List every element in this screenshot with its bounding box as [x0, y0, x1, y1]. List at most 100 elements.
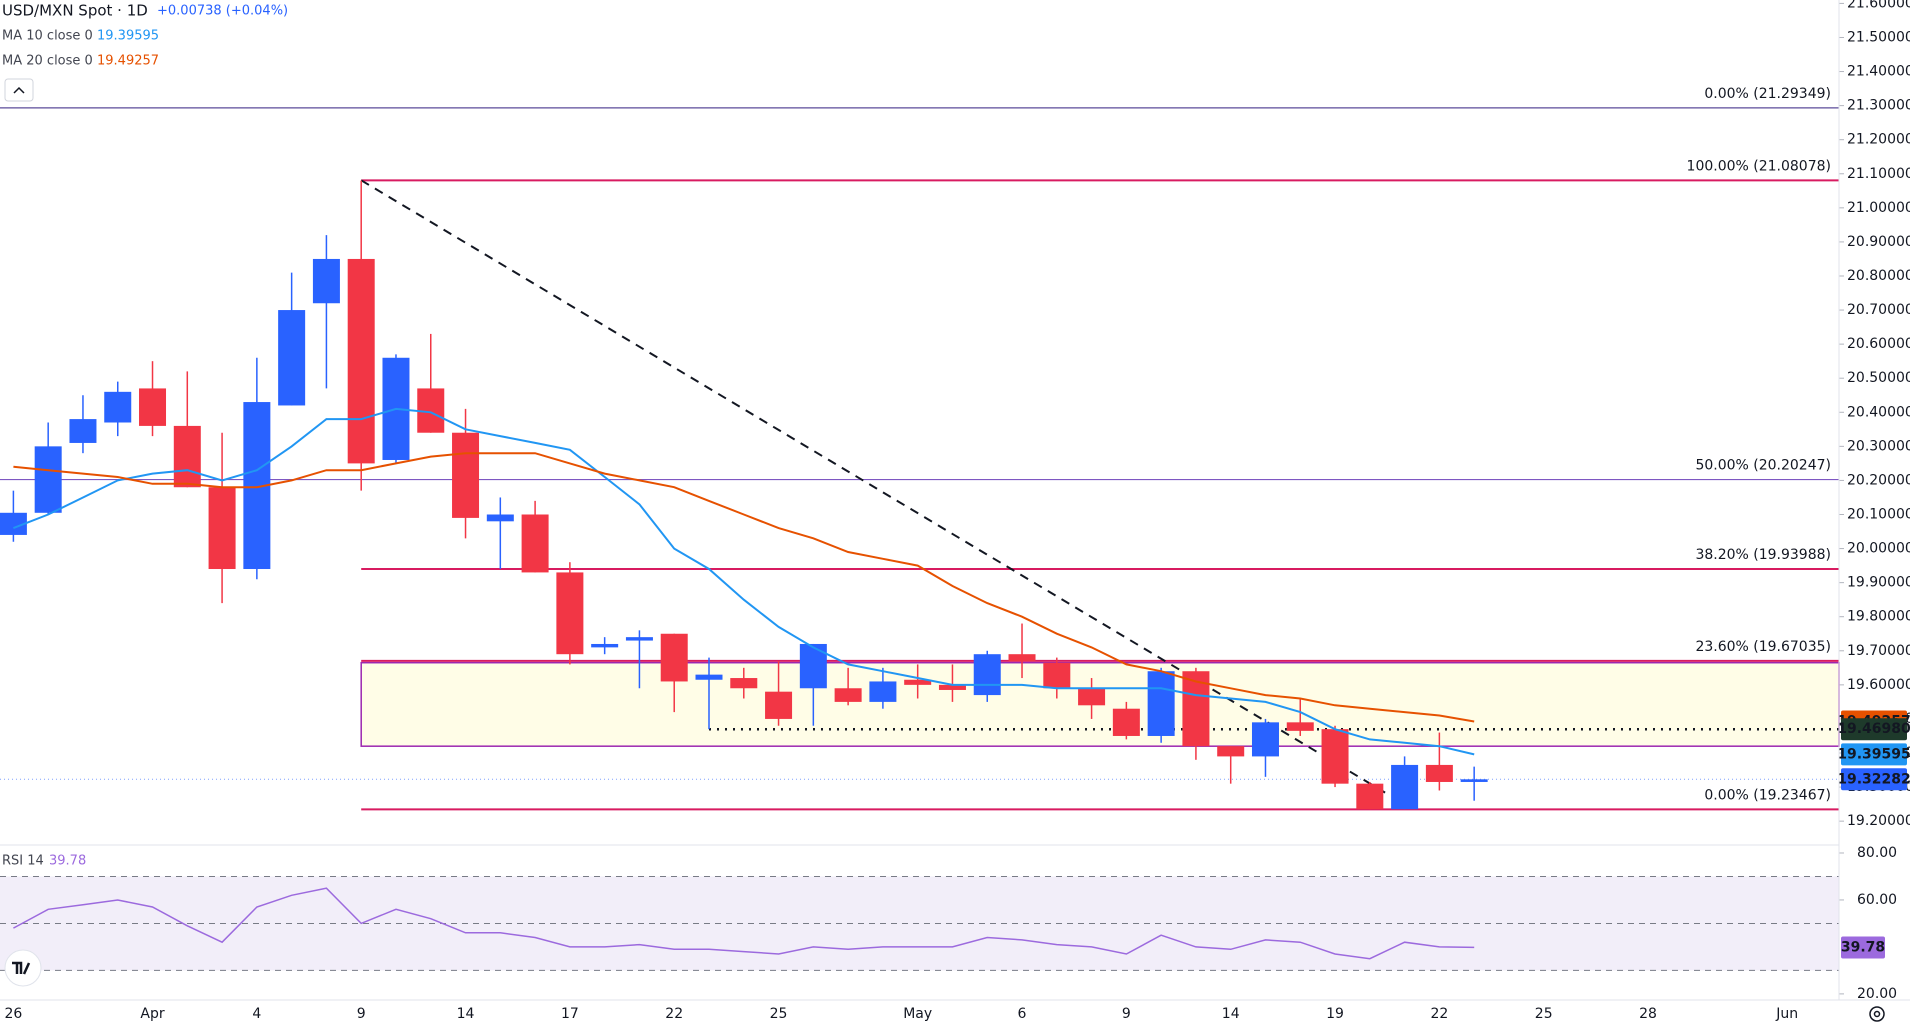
logo[interactable] [4, 949, 42, 987]
button-frame[interactable] [4, 78, 34, 102]
gear-inner[interactable] [1873, 1010, 1881, 1018]
collapse-button[interactable] [4, 78, 34, 102]
candle-body [591, 643, 619, 648]
y-tick-label: 20.40000 [1847, 404, 1910, 420]
candle-body [104, 391, 132, 423]
candle-body [278, 310, 306, 406]
y-tick-label: 19.20000 [1847, 813, 1910, 829]
logo-circle[interactable] [4, 949, 42, 987]
price-change: +0.00738 (+0.04%) [157, 4, 288, 19]
trendline [360, 179, 1388, 795]
candle-body [208, 487, 236, 570]
x-tick-label: 26 [4, 1006, 22, 1022]
y-tick-label: 21.60000 [1847, 0, 1910, 11]
settings-button[interactable] [1869, 1006, 1885, 1022]
candle-body [1321, 729, 1349, 784]
level-label: 23.60% (19.67035) [1695, 639, 1831, 655]
candle-body [904, 679, 932, 685]
support-badge [1841, 718, 1907, 741]
candle-body [1460, 779, 1488, 782]
y-tick-label: 21.50000 [1847, 29, 1910, 45]
rsi-label: RSI 14 [2, 854, 44, 869]
candle-body [695, 674, 723, 680]
candle-body [1078, 688, 1106, 706]
logo-mark[interactable] [12, 961, 31, 975]
gear-outer[interactable] [1869, 1006, 1885, 1022]
candle-body [1008, 654, 1036, 662]
level-label: 38.20% (19.93988) [1695, 547, 1831, 563]
candle-body [730, 678, 758, 689]
y-tick-label: 21.10000 [1847, 166, 1910, 182]
legend-label: MA 10 close 0 [2, 29, 93, 44]
candle-body [521, 514, 549, 573]
x-tick-label: 6 [1018, 1006, 1027, 1022]
candle-body [1043, 662, 1071, 689]
y-tick-label: 20.30000 [1847, 438, 1910, 454]
level-label: 0.00% (21.29349) [1704, 86, 1831, 102]
rsi-value: 39.78 [49, 854, 86, 869]
candle-body [452, 432, 480, 518]
x-tick-label: May [903, 1006, 932, 1022]
y-tick-label: 20.50000 [1847, 370, 1910, 386]
candle-body [1251, 722, 1279, 757]
legend-label: MA 20 close 0 [2, 54, 93, 69]
candle-body [1391, 764, 1419, 810]
rsi-badge [1841, 936, 1885, 959]
x-tick-label: Apr [140, 1006, 164, 1022]
candle-body [347, 258, 375, 464]
y-tick-label: 20.70000 [1847, 302, 1910, 318]
ma10-badge [1841, 743, 1907, 766]
candle-body [1425, 764, 1453, 782]
rsi-line [13, 887, 1475, 960]
y-tick-label: 20.80000 [1847, 268, 1910, 284]
x-tick-label: 22 [665, 1006, 683, 1022]
y-tick-label: 20.10000 [1847, 506, 1910, 522]
x-tick-label: 9 [1122, 1006, 1131, 1022]
level-label: 100.00% (21.08078) [1687, 158, 1831, 174]
y-tick-label: 20.90000 [1847, 234, 1910, 250]
level-label: 0.00% (19.23467) [1704, 787, 1831, 803]
y-tick-label: 21.40000 [1847, 64, 1910, 80]
y-tick-label: 19.70000 [1847, 643, 1910, 659]
y-tick-label: 19.60000 [1847, 677, 1910, 693]
ma10-badge-label: 19.39595 [1837, 746, 1910, 762]
candle-body [139, 388, 167, 426]
x-tick-label: 17 [561, 1006, 579, 1022]
candle-body [1286, 722, 1314, 731]
candle-body [660, 633, 688, 682]
x-tick-label: 28 [1639, 1006, 1657, 1022]
candle-body [799, 643, 827, 689]
rsi-tick-label: 20.00 [1857, 986, 1897, 1002]
rsi-badge-label: 39.78 [1841, 939, 1885, 955]
x-tick-label: 19 [1326, 1006, 1344, 1022]
y-tick-label: 21.20000 [1847, 132, 1910, 148]
legend-value: 19.49257 [97, 54, 159, 69]
candle-body [869, 681, 897, 702]
marks-layer [0, 180, 1488, 960]
y-tick-label: 20.60000 [1847, 336, 1910, 352]
x-tick-label: Jun [1775, 1006, 1798, 1022]
x-tick-label: 25 [770, 1006, 788, 1022]
x-tick-label: 4 [252, 1006, 261, 1022]
x-tick-label: 14 [1222, 1006, 1240, 1022]
candle-body [834, 688, 862, 702]
candle-body [0, 512, 27, 535]
x-tick-label: 22 [1430, 1006, 1448, 1022]
candle-body [486, 514, 514, 522]
x-tick-label: 9 [357, 1006, 366, 1022]
y-tick-label: 21.30000 [1847, 98, 1910, 114]
candle-body [69, 419, 97, 443]
chart-title: USD/MXN Spot · 1D [2, 2, 148, 20]
chevron-icon[interactable] [13, 86, 25, 94]
y-tick-label: 20.20000 [1847, 472, 1910, 488]
candle-body [1112, 708, 1140, 736]
y-tick-label: 21.00000 [1847, 200, 1910, 216]
y-tick-label: 19.80000 [1847, 609, 1910, 625]
candle-body [1356, 783, 1384, 810]
y-tick-label: 19.90000 [1847, 575, 1910, 591]
candle-body [938, 684, 966, 690]
ma-line [13, 407, 1475, 756]
support-badge-label: 19.46980 [1837, 721, 1910, 737]
